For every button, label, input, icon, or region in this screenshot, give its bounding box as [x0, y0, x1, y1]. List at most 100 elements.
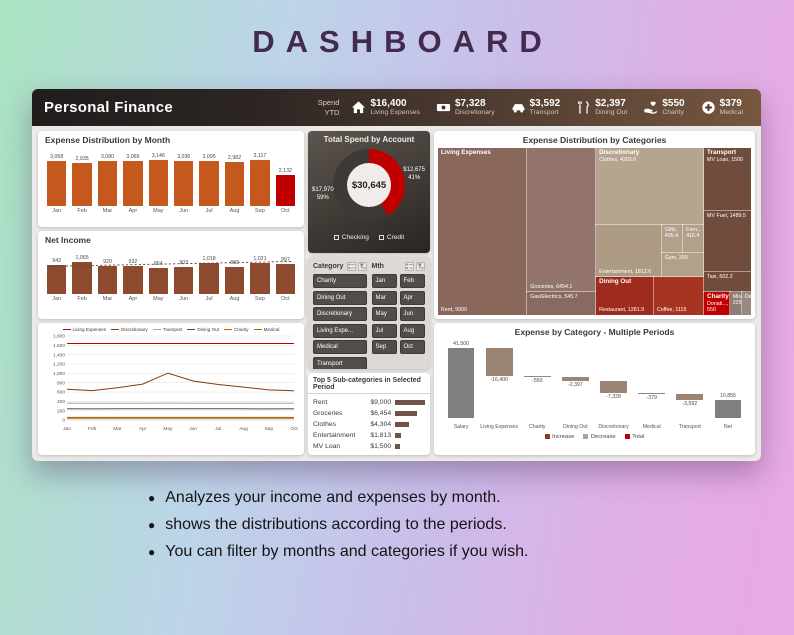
trend-legend-item: Charity [224, 327, 249, 332]
slicer-item[interactable]: May [371, 307, 397, 321]
slicer-item[interactable]: Jan [371, 274, 397, 288]
top5-name: Entertainment [313, 432, 356, 439]
bar-column: 883 Aug [224, 246, 245, 302]
bar-value-label: 2,935 [75, 155, 89, 162]
x-tick-label: Apr [128, 208, 138, 214]
bar-column: 3,117 Sep [250, 146, 270, 214]
waterfall-column: -379 [633, 340, 671, 424]
bar [123, 160, 143, 206]
waterfall-legend-label: Total [632, 433, 645, 440]
slicer-item[interactable]: Sep [371, 340, 397, 354]
waterfall-title: Expense by Category - Multiple Periods [514, 327, 675, 337]
waterfall-value-label: -16,400 [490, 376, 508, 383]
bar [148, 159, 169, 206]
bar-value-label: 920 [103, 259, 112, 265]
svg-text:Apr: Apr [139, 426, 147, 432]
kpi-label: Discretionary [454, 109, 495, 117]
kpi-label: Living Expenses [370, 109, 420, 117]
treemap-block: Furn., 416.4 [682, 223, 706, 255]
svg-text:Sep: Sep [265, 426, 274, 432]
kpi-item: $379 Medical [693, 98, 751, 117]
treemap-block: Transport MV Loan, 1500 [703, 146, 752, 213]
top5-value: $9,000 [370, 399, 392, 406]
slicer-item[interactable]: Transport [313, 356, 367, 369]
svg-text:May: May [163, 426, 173, 432]
waterfall-x-label: Net [723, 424, 732, 430]
kpi-value: $7,328 [454, 97, 486, 109]
bar-column: 3,146 May [148, 146, 169, 214]
clear-filter-icon[interactable] [416, 262, 425, 271]
bar-value-label: 854 [153, 261, 163, 267]
slicer-item[interactable]: Mar [371, 290, 397, 305]
treemap-item-label: Gym, 300 [664, 255, 688, 262]
treemap-card: Expense Distribution by Categories Livin… [434, 131, 755, 319]
bar [97, 160, 118, 206]
waterfall-x-label: Medical [642, 424, 661, 430]
treemap-block: Discretionary Clothes, 4303.6 [595, 147, 706, 226]
svg-text:1,800: 1,800 [53, 334, 65, 340]
x-tick-label: Feb [77, 296, 87, 302]
bar-value-label: 942 [52, 258, 62, 265]
treemap-group-label: Charity [707, 292, 729, 300]
slicer-item[interactable]: Oct [399, 340, 425, 354]
banknote-icon [436, 100, 451, 115]
x-tick-label: May [153, 208, 164, 214]
treemap-block: MV Fuel, 1489.5 [703, 210, 752, 273]
kpi-row: $16,400 Living Expenses $7,328 Discretionar… [343, 98, 751, 117]
legend-square [583, 434, 589, 440]
x-tick-label: Feb [77, 208, 87, 214]
bar-column: 2,935 Feb [72, 146, 92, 214]
svg-text:1,400: 1,400 [53, 352, 65, 358]
slicer-item[interactable]: Jun [399, 307, 425, 321]
waterfall-x-label: Living Expenses [480, 424, 519, 430]
multi-select-icon[interactable] [405, 262, 414, 271]
legend-line-marker [111, 328, 119, 331]
trend-legend-item: Transport [152, 327, 183, 332]
waterfall-x-label: Dining Out [563, 424, 588, 430]
top5-title: Top 5 Sub-categories in Selected Period [308, 373, 430, 394]
legend-square [544, 434, 550, 440]
waterfall-column: -550 [518, 340, 556, 424]
donut-legend-item: Credit [378, 234, 404, 241]
top5-rows: Rent $9,000 Groceries $6,454 Clothes $4,304 En… [308, 396, 430, 453]
svg-text:1,600: 1,600 [53, 343, 65, 349]
slicer-item[interactable]: Apr [399, 290, 425, 305]
waterfall-legend-item: Decrease [583, 434, 616, 440]
slicer-item[interactable]: Dining Out [313, 290, 367, 305]
x-tick-label: May [153, 296, 164, 302]
charity-icon [643, 100, 658, 115]
clear-filter-icon[interactable] [357, 262, 367, 271]
bar [199, 160, 219, 206]
slicer-item[interactable]: Medical [313, 340, 367, 354]
x-tick-label: Jan [52, 296, 62, 302]
medical-icon [701, 100, 716, 115]
trend-legend-label: Dining Out [197, 327, 220, 332]
svg-text:1,000: 1,000 [53, 371, 65, 377]
bar-column: 997 Oct [275, 246, 296, 302]
slicer-item[interactable]: Feb [399, 274, 425, 288]
checkbox-icon[interactable] [378, 235, 384, 240]
multi-select-icon[interactable] [346, 262, 356, 271]
waterfall-legend-item: Total [624, 433, 645, 440]
trend-legend-label: Medical [263, 327, 280, 332]
slicer-item[interactable]: Charity [313, 274, 367, 288]
checkbox-icon[interactable] [333, 235, 339, 240]
top5-row: MV Loan $1,500 [313, 441, 425, 452]
bar-value-label: 932 [128, 258, 138, 265]
top5-value: $1,500 [370, 443, 392, 450]
spend-ytd-label: Spend YTD [317, 98, 340, 117]
slicer-item[interactable]: Discretionary [313, 307, 367, 321]
kpi-text: $550 Charity [662, 98, 684, 117]
donut-legend-label: Checking [341, 234, 369, 241]
trend-legend-label: Transport [162, 327, 183, 332]
x-tick-label: Jun [179, 296, 189, 302]
bar [72, 162, 92, 206]
treemap-block: Den... [740, 290, 752, 317]
legend-square [624, 434, 630, 440]
slicer-item[interactable]: Aug [399, 323, 425, 338]
house-icon [351, 100, 366, 115]
slicer-item[interactable]: Living Expe... [313, 323, 367, 338]
dashboard-header: Personal Finance Spend YTD $16,400 Living… [32, 89, 761, 126]
slicer-item[interactable]: Jul [371, 323, 397, 338]
x-tick-label: Mar [102, 208, 113, 214]
